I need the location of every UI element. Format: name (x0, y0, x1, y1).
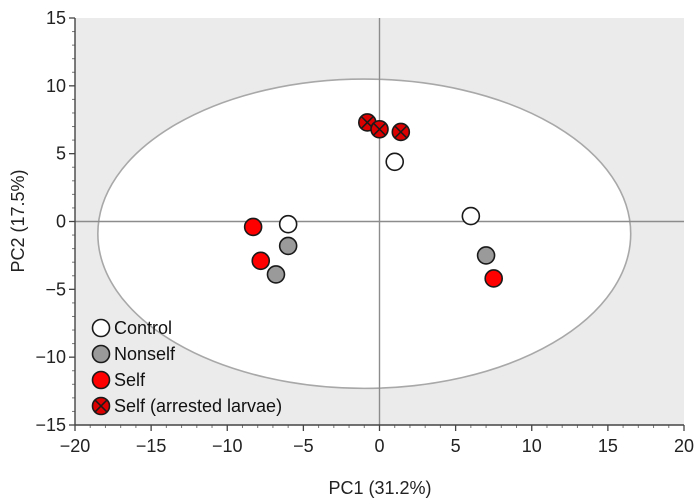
point-self-arrested-larvae (391, 122, 411, 142)
legend: Control Nonself Self Self (arrested larvae) (91, 318, 282, 416)
y-axis-ticks: −15 −10 −5 0 5 10 15 (35, 8, 75, 435)
legend-marker-nonself (91, 344, 111, 364)
y-tick-label: 0 (56, 212, 66, 232)
confidence-ellipse (97, 78, 632, 390)
y-tick-label: −10 (35, 347, 66, 367)
point-nonself (476, 246, 496, 265)
point-control (385, 152, 405, 172)
point-control (461, 206, 481, 226)
legend-marker-self-arrested-larvae (91, 396, 111, 416)
y-tick-label: 10 (46, 76, 66, 96)
point-nonself (278, 236, 298, 256)
legend-label-self: Self (114, 370, 146, 390)
legend-marker-control (91, 318, 111, 338)
y-tick-label: 5 (56, 144, 66, 164)
x-axis-ticks: −20 −15 −10 −5 0 5 10 15 20 (60, 425, 694, 456)
y-tick-label: −5 (45, 279, 66, 299)
x-tick-label: 15 (598, 436, 618, 456)
point-self-arrested-larvae (370, 119, 389, 139)
x-tick-label: 10 (522, 436, 542, 456)
point-nonself (266, 265, 286, 284)
legend-label-control: Control (114, 318, 172, 338)
x-tick-label: −5 (293, 436, 314, 456)
x-tick-label: 0 (374, 436, 384, 456)
x-tick-label: 5 (451, 436, 461, 456)
y-tick-label: −15 (35, 415, 66, 435)
x-tick-label: −20 (60, 436, 91, 456)
point-self (484, 269, 503, 288)
legend-label-self-arrested-larvae: Self (arrested larvae) (114, 396, 282, 416)
point-self (251, 251, 271, 271)
x-tick-label: −10 (212, 436, 243, 456)
x-tick-label: 20 (674, 436, 694, 456)
data-points (243, 113, 503, 288)
y-tick-label: 15 (46, 8, 66, 28)
point-self (243, 217, 263, 237)
point-control (278, 214, 298, 234)
y-axis-title: PC2 (17.5%) (8, 169, 28, 272)
legend-marker-self (91, 370, 111, 390)
x-tick-label: −15 (136, 436, 167, 456)
legend-label-nonself: Nonself (114, 344, 176, 364)
x-axis-title: PC1 (31.2%) (328, 478, 431, 498)
